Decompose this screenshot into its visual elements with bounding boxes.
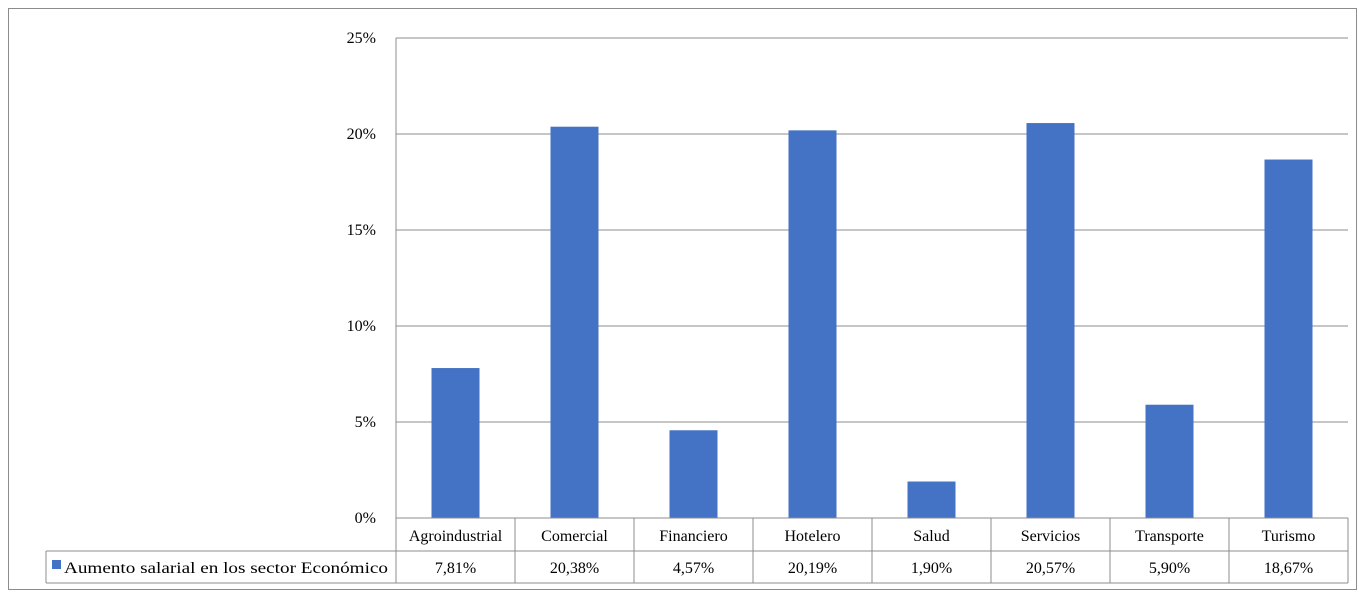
x-tick-label: Financiero <box>659 528 727 545</box>
bar-hotelero <box>788 130 837 519</box>
x-tick-label: Comercial <box>541 528 608 545</box>
data-label: 5,90% <box>1149 560 1190 577</box>
bar-salud <box>907 481 956 518</box>
x-tick-label: Hotelero <box>785 528 841 545</box>
gridlines <box>396 37 1348 423</box>
y-tick-label: 25% <box>347 30 376 47</box>
data-label: 20,19% <box>788 560 837 577</box>
x-tick-label: Servicios <box>1021 528 1081 545</box>
y-tick-label: 5% <box>355 414 376 431</box>
x-tick-label: Salud <box>913 528 949 545</box>
y-tick-label: 15% <box>347 222 376 239</box>
legend-series-name: Aumento salarial en los sector Económico <box>64 560 388 577</box>
data-label: 1,90% <box>911 560 952 577</box>
x-tick-label: Agroindustrial <box>409 528 503 545</box>
legend-swatch <box>52 560 61 569</box>
axes <box>395 38 1348 583</box>
bar-agroindustrial <box>431 368 480 518</box>
data-label: 7,81% <box>435 560 476 577</box>
y-axis-tick-labels: 0% 5% 10% 15% 20% 25% <box>347 30 376 527</box>
x-tick-label: Transporte <box>1135 528 1204 545</box>
bars <box>431 123 1313 519</box>
data-label: 20,38% <box>550 560 599 577</box>
bar-servicios <box>1026 123 1075 518</box>
bar-financiero <box>669 430 718 518</box>
data-table: Agroindustrial 7,81% Comercial 20,38% Financ… <box>45 518 1349 584</box>
bar-transporte <box>1145 404 1194 518</box>
bar-comercial <box>550 126 599 518</box>
y-tick-label: 10% <box>347 318 376 335</box>
data-label: 4,57% <box>673 560 714 577</box>
data-label: 18,67% <box>1264 560 1313 577</box>
data-label: 20,57% <box>1026 560 1075 577</box>
bar-turismo <box>1264 159 1313 518</box>
y-tick-label: 20% <box>347 126 376 143</box>
x-tick-label: Turismo <box>1262 528 1316 545</box>
y-tick-label: 0% <box>355 510 376 527</box>
